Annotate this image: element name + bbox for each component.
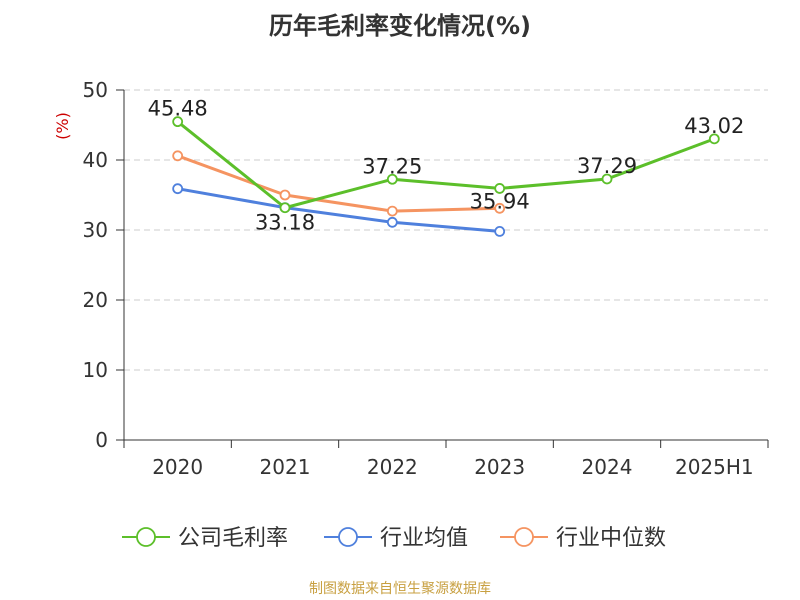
y-tick-label: 0 bbox=[95, 428, 108, 452]
legend-marker bbox=[514, 527, 534, 547]
data-point bbox=[494, 225, 506, 237]
data-point bbox=[386, 205, 398, 217]
y-tick-label: 30 bbox=[83, 218, 108, 242]
y-tick-label: 10 bbox=[83, 358, 108, 382]
data-label: 35.94 bbox=[470, 189, 530, 213]
data-point bbox=[386, 173, 398, 185]
legend-label: 行业中位数 bbox=[556, 526, 666, 551]
legend-label: 行业均值 bbox=[380, 526, 468, 551]
x-tick-label: 2021 bbox=[260, 455, 311, 479]
series-line bbox=[177, 187, 500, 233]
y-axis-label: (%) bbox=[53, 112, 72, 140]
y-tick-label: 40 bbox=[83, 148, 108, 172]
data-point bbox=[279, 202, 291, 214]
series-line bbox=[177, 154, 500, 213]
data-label: 43.02 bbox=[684, 114, 744, 138]
data-point bbox=[494, 202, 506, 214]
x-tick-label: 2025H1 bbox=[675, 455, 754, 479]
legend-marker bbox=[338, 527, 358, 547]
data-point bbox=[279, 189, 291, 201]
data-point bbox=[172, 116, 184, 128]
data-label: 33.18 bbox=[255, 211, 315, 235]
x-tick-label: 2020 bbox=[152, 455, 203, 479]
x-tick-label: 2024 bbox=[582, 455, 633, 479]
data-point bbox=[172, 150, 184, 162]
data-label: 45.48 bbox=[148, 97, 208, 121]
y-tick-label: 50 bbox=[83, 78, 108, 102]
data-point bbox=[708, 133, 720, 145]
data-point bbox=[601, 173, 613, 185]
chart-title: 历年毛利率变化情况(%) bbox=[269, 12, 531, 40]
y-tick-label: 20 bbox=[83, 288, 108, 312]
legend-marker bbox=[136, 527, 156, 547]
data-point bbox=[172, 183, 184, 195]
data-point bbox=[494, 183, 506, 194]
x-tick-label: 2022 bbox=[367, 455, 418, 479]
data-label: 37.25 bbox=[362, 154, 422, 178]
legend-label: 公司毛利率 bbox=[178, 526, 288, 551]
data-point bbox=[386, 216, 398, 228]
source-note: 制图数据来自恒生聚源数据库 bbox=[309, 581, 491, 597]
series-line bbox=[176, 120, 715, 210]
x-tick-label: 2023 bbox=[474, 455, 525, 479]
data-label: 37.29 bbox=[577, 154, 637, 178]
